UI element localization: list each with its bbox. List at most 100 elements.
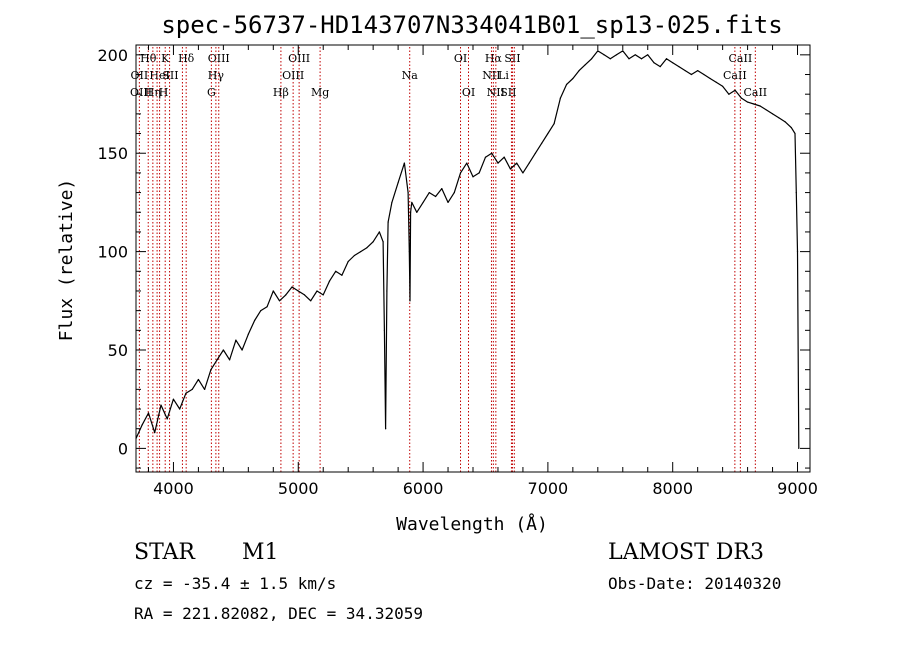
data-point xyxy=(360,251,362,253)
marker-label: CaII xyxy=(723,69,747,82)
x-tick-label: 6000 xyxy=(403,479,444,498)
data-point xyxy=(746,101,749,103)
data-point xyxy=(759,105,761,107)
y-axis-label: Flux (relative) xyxy=(56,179,77,342)
data-point xyxy=(166,418,168,420)
data-point xyxy=(497,162,499,164)
data-point xyxy=(147,412,150,414)
x-tick-label: 9000 xyxy=(777,479,818,498)
data-point xyxy=(386,290,388,292)
data-point xyxy=(403,162,405,164)
spectrum-series xyxy=(135,50,800,449)
data-point xyxy=(553,123,555,125)
data-point xyxy=(534,152,537,154)
data-point xyxy=(310,300,312,302)
data-point xyxy=(516,162,518,164)
data-point xyxy=(547,132,549,135)
data-point xyxy=(391,201,393,204)
data-point xyxy=(422,201,424,204)
y-tick-label: 200 xyxy=(97,46,128,65)
data-point xyxy=(491,152,493,154)
data-point xyxy=(478,172,480,174)
marker-label: NII xyxy=(487,86,505,99)
marker-label: Hα xyxy=(485,52,503,65)
data-point xyxy=(366,247,368,249)
data-point xyxy=(408,251,410,253)
data-point xyxy=(204,388,206,390)
data-point xyxy=(260,310,262,312)
data-point xyxy=(715,81,717,83)
x-tick-label: 4000 xyxy=(153,479,194,498)
data-point xyxy=(541,142,543,144)
data-point xyxy=(628,58,630,60)
data-point xyxy=(522,172,524,174)
data-point xyxy=(141,424,143,426)
marker-label: G xyxy=(207,86,216,99)
data-point xyxy=(335,270,337,272)
data-point xyxy=(387,221,389,223)
data-point xyxy=(690,73,693,76)
data-point xyxy=(291,286,293,288)
data-point xyxy=(572,77,574,80)
data-point xyxy=(566,83,568,85)
marker-label: Mg xyxy=(311,86,329,99)
data-point xyxy=(347,260,349,263)
survey-label: LAMOST DR3 xyxy=(608,540,764,565)
data-point xyxy=(459,172,462,174)
marker-label: OIII xyxy=(208,52,230,65)
x-axis-label: Wavelength (Å) xyxy=(396,513,548,535)
data-point xyxy=(447,201,449,204)
data-point xyxy=(372,241,374,243)
data-point xyxy=(316,290,318,292)
data-point xyxy=(640,58,643,60)
data-point xyxy=(285,294,287,296)
data-point xyxy=(453,191,455,194)
x-tick-label: 8000 xyxy=(652,479,693,498)
marker-label: Hη xyxy=(145,86,161,99)
data-point xyxy=(466,162,468,164)
data-point xyxy=(303,294,306,296)
data-point xyxy=(590,58,593,60)
data-point xyxy=(722,85,724,87)
data-point xyxy=(753,103,755,105)
data-point xyxy=(597,50,599,52)
chart-title: spec-56737-HD143707N334041B01_sp13-025.f… xyxy=(161,11,782,39)
marker-label: Li xyxy=(498,69,509,82)
data-point xyxy=(615,54,618,56)
marker-label: Hγ xyxy=(208,69,225,82)
data-point xyxy=(428,191,430,194)
data-point xyxy=(353,254,356,257)
marker-label: Na xyxy=(402,69,419,82)
data-point xyxy=(603,54,605,56)
data-point xyxy=(697,69,699,72)
x-tick-label: 7000 xyxy=(528,479,569,498)
data-point xyxy=(341,274,343,276)
data-point xyxy=(665,58,668,60)
object-type-label: STAR xyxy=(134,540,195,565)
data-point xyxy=(472,176,474,178)
data-point xyxy=(322,294,324,296)
data-point xyxy=(584,64,586,66)
data-point xyxy=(247,333,249,335)
data-point xyxy=(771,113,774,115)
data-point xyxy=(253,319,256,322)
marker-label: SII xyxy=(504,52,520,65)
data-point xyxy=(778,117,780,119)
data-point xyxy=(272,290,274,292)
data-point xyxy=(441,188,443,190)
data-point xyxy=(740,97,742,99)
data-point xyxy=(185,392,187,394)
marker-label: OI xyxy=(454,52,467,65)
data-point xyxy=(634,54,636,56)
data-point xyxy=(197,378,200,381)
marker-label: OII xyxy=(131,69,149,82)
y-tick-label: 100 xyxy=(97,243,128,262)
data-point xyxy=(678,66,680,68)
x-tick-label: 5000 xyxy=(278,479,319,498)
data-point xyxy=(795,191,797,194)
marker-label: CaII xyxy=(743,86,767,99)
data-point xyxy=(172,398,175,400)
data-point xyxy=(798,447,800,449)
axes-ticks: 4000 5000 6000 7000 8000 9000 0 50 100 150 200 xyxy=(97,45,818,498)
data-point xyxy=(659,66,661,68)
